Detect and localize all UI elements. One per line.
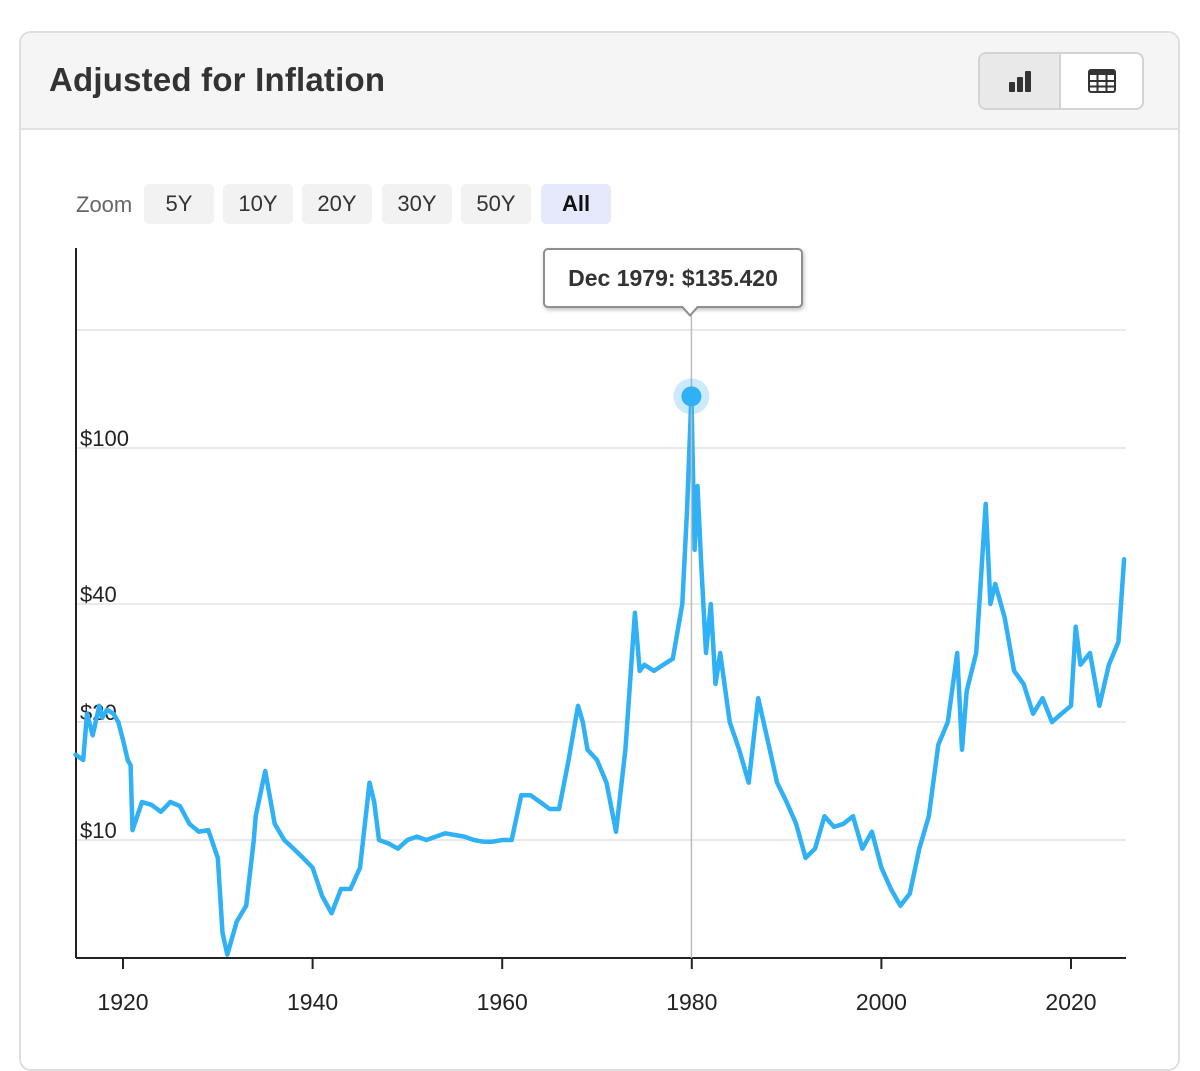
y-tick-label: $10 [80,818,117,843]
gridlines [76,329,1126,841]
x-tick-label: 1960 [477,989,528,1015]
bar-chart-icon [1008,71,1031,92]
axes [75,248,1126,959]
x-tick-label: 1940 [287,989,338,1015]
x-tick-label: 2000 [856,989,907,1015]
x-tick-label: 2020 [1045,989,1096,1015]
chart-view-button[interactable] [980,54,1061,108]
price-chart: 1920 1940 1960 1980 2000 2020 $10$20$40$100 [73,248,1127,1015]
y-axis-ticks: $10$20$40$100 [80,426,129,843]
tooltip: Dec 1979: $135.420 [543,248,803,308]
highlight-point [681,386,702,407]
x-tick-label: 1980 [666,989,717,1015]
zoom-50y-button[interactable]: 50Y [461,184,531,224]
price-series-line [73,394,1127,957]
tooltip-arrow-inner [682,305,698,314]
view-toggle [978,52,1144,110]
y-tick-label: $100 [80,426,129,451]
chart-title: Adjusted for Inflation [49,61,386,98]
zoom-5y-button[interactable]: 5Y [144,184,214,224]
zoom-label: Zoom [76,192,133,217]
x-tick-label: 1920 [97,989,148,1015]
zoom-10y-button[interactable]: 10Y [223,184,293,224]
card-header: Adjusted for Inflation [21,33,1178,130]
x-axis-ticks: 1920 1940 1960 1980 2000 2020 [97,958,1097,1015]
y-tick-label: $40 [80,582,117,607]
zoom-all-button[interactable]: All [541,184,611,224]
highlight-layer [673,306,710,958]
series-layer [73,394,1127,957]
zoom-20y-button[interactable]: 20Y [302,184,372,224]
table-view-button[interactable] [1061,54,1142,108]
zoom-30y-button[interactable]: 30Y [382,184,452,224]
table-icon [1087,69,1116,93]
